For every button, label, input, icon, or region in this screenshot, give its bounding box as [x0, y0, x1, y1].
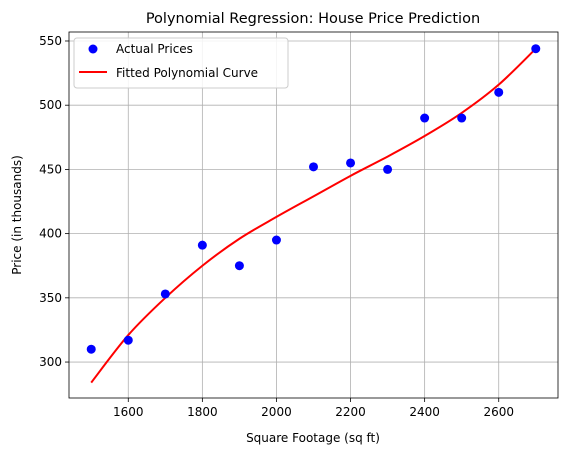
data-point: [420, 113, 430, 123]
data-point: [271, 235, 281, 245]
data-point: [234, 261, 244, 271]
x-tick-label: 2200: [335, 405, 366, 419]
x-tick-label: 2600: [483, 405, 514, 419]
x-tick-label: 2000: [261, 405, 292, 419]
y-axis-ticks: 300 350 400 450 500 550: [39, 34, 69, 369]
data-point: [494, 87, 504, 97]
y-tick-label: 450: [39, 162, 62, 176]
y-tick-label: 400: [39, 227, 62, 241]
y-tick-label: 350: [39, 291, 62, 305]
x-tick-label: 2400: [409, 405, 440, 419]
legend-label-actual-prices: Actual Prices: [116, 42, 193, 56]
plot-frame: [68, 31, 559, 399]
y-axis-label: Price (in thousands): [10, 155, 24, 275]
legend-box: [73, 37, 289, 89]
x-tick-label: 1800: [187, 405, 218, 419]
legend-marker-actual-prices: [88, 44, 98, 54]
data-point: [123, 335, 133, 345]
data-point: [86, 344, 96, 354]
chart-title: Polynomial Regression: House Price Predi…: [146, 11, 480, 27]
data-point: [197, 240, 207, 250]
legend-label-fitted-curve: Fitted Polynomial Curve: [116, 66, 258, 80]
legend: Actual Prices Fitted Polynomial Curve: [73, 37, 289, 89]
data-point: [457, 113, 467, 123]
y-tick-label: 300: [39, 355, 62, 369]
data-point: [383, 164, 393, 174]
plot-area: [69, 32, 558, 398]
y-tick-label: 500: [39, 98, 62, 112]
x-tick-label: 1600: [113, 405, 144, 419]
y-tick-label: 550: [39, 34, 62, 48]
points-layer: [86, 44, 541, 354]
data-point: [346, 158, 356, 168]
data-point: [309, 162, 318, 172]
data-point: [160, 289, 170, 299]
x-axis-label: Square Footage (sq ft): [246, 431, 380, 445]
x-axis-ticks: 1600 1800 2000 2200 2400 2600: [113, 398, 514, 419]
data-point: [531, 44, 541, 54]
